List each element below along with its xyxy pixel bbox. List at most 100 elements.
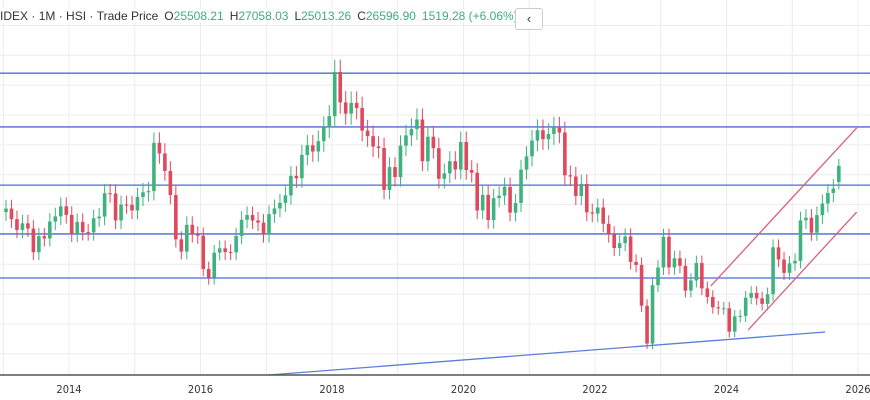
candle-body (661, 236, 666, 268)
candle-body (69, 214, 74, 234)
candle-body (365, 130, 370, 137)
candle-body (831, 188, 836, 194)
candle-body (552, 127, 556, 135)
candle-body (86, 232, 90, 234)
candle-body (623, 236, 627, 244)
candle-body (91, 218, 96, 233)
candle-body (206, 268, 211, 278)
candle-body (332, 71, 337, 117)
candle-body (497, 195, 501, 199)
x-axis-background (0, 375, 870, 400)
candle-body (683, 265, 688, 291)
low-label: L (294, 9, 302, 23)
candle-body (130, 204, 134, 211)
close-value: 26596.90 (365, 9, 416, 23)
candle-body (376, 146, 381, 148)
candle-body (185, 224, 189, 252)
candle-body (815, 215, 819, 233)
candle-body (464, 142, 469, 171)
candle-body (453, 161, 458, 170)
candle-body (278, 202, 282, 209)
candle-body (42, 236, 47, 239)
high-value: 27058.03 (238, 9, 289, 23)
x-tick-label: 2018 (319, 383, 344, 396)
candle-body (475, 172, 479, 211)
candle-body (760, 298, 764, 304)
candle-body (705, 288, 710, 297)
candle-body (48, 221, 52, 239)
x-tick-label: 2020 (451, 383, 476, 396)
collapse-legend-button[interactable]: ‹ (515, 8, 543, 30)
candle-body (256, 220, 260, 223)
candle-body (738, 315, 742, 317)
candle-body (327, 116, 332, 128)
candle-body (217, 248, 222, 253)
interval[interactable]: 1M (38, 9, 56, 23)
candle-body (349, 102, 353, 114)
candle-body (442, 173, 447, 179)
trendline-channel-upper (710, 127, 858, 287)
x-tick-label: 2016 (188, 383, 213, 396)
candle-body (26, 223, 30, 229)
candle-body (371, 136, 375, 147)
candle-body (700, 263, 704, 289)
candle-body (294, 175, 299, 179)
candle-body (404, 135, 408, 146)
candle-body (15, 219, 19, 230)
candle-body (508, 186, 512, 213)
high-label: H (229, 9, 239, 23)
candle-body (557, 127, 562, 133)
candle-body (300, 154, 304, 179)
candle-body (579, 184, 584, 196)
candle-body (338, 71, 343, 103)
candle-body (321, 127, 326, 142)
candle-body (519, 169, 523, 203)
candle-body (152, 142, 156, 192)
candle-body (174, 195, 178, 240)
candle-body (311, 145, 315, 152)
candle-body (305, 145, 310, 155)
candle-body (798, 220, 803, 261)
candle-body (689, 280, 693, 291)
candle-body (458, 142, 463, 170)
candle-body (272, 208, 277, 215)
candle-body (809, 217, 814, 233)
candle-body (721, 308, 726, 310)
open-label: O (164, 9, 174, 23)
candle-body (387, 167, 392, 190)
candle-body (289, 175, 293, 196)
candle-body (135, 196, 140, 211)
open-value: 25508.21 (173, 9, 224, 23)
candle-body (694, 263, 699, 281)
candle-body (837, 165, 841, 183)
candle-body (398, 145, 403, 177)
x-tick-label: 2014 (56, 383, 81, 396)
candle-body (656, 267, 660, 286)
candle-body (163, 153, 167, 171)
candle-body (201, 235, 206, 269)
x-tick-label: 2024 (714, 383, 739, 396)
candle-body (179, 239, 184, 252)
candle-body (245, 215, 249, 220)
candle-body (634, 261, 638, 265)
candle-body (711, 296, 715, 308)
exchange: HSI (66, 9, 87, 23)
candle-body (530, 140, 534, 157)
low-value: 25013.26 (301, 9, 352, 23)
candle-body (141, 192, 145, 197)
candle-body (223, 248, 227, 253)
candle-body (420, 119, 425, 162)
symbol-name[interactable]: IDEX (0, 9, 29, 23)
change-value: 1519.28 (+6.06%) (421, 9, 518, 23)
candle-body (535, 130, 540, 141)
candle-body (804, 217, 808, 221)
candle-body (771, 247, 775, 295)
candle-body (124, 204, 129, 206)
candle-body (426, 136, 430, 162)
candle-body (415, 119, 419, 130)
candle-body (267, 214, 271, 235)
candle-body (9, 208, 14, 220)
candle-body (354, 102, 359, 108)
